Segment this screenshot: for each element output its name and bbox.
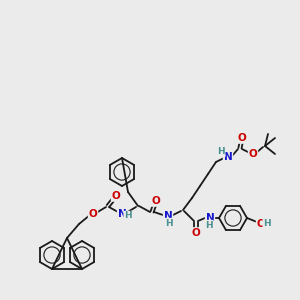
Text: O: O bbox=[152, 196, 160, 206]
Text: O: O bbox=[249, 149, 257, 159]
Text: O: O bbox=[112, 191, 120, 201]
Text: H: H bbox=[165, 218, 173, 227]
Text: N: N bbox=[224, 152, 232, 162]
Text: N: N bbox=[118, 209, 126, 219]
Text: H: H bbox=[263, 218, 271, 227]
Text: O: O bbox=[256, 219, 266, 229]
Text: H: H bbox=[217, 148, 225, 157]
Text: O: O bbox=[192, 228, 200, 238]
Text: N: N bbox=[164, 211, 172, 221]
Text: N: N bbox=[206, 213, 214, 223]
Text: H: H bbox=[124, 212, 132, 220]
Text: O: O bbox=[238, 133, 246, 143]
Text: O: O bbox=[88, 209, 98, 219]
Text: H: H bbox=[205, 220, 213, 230]
